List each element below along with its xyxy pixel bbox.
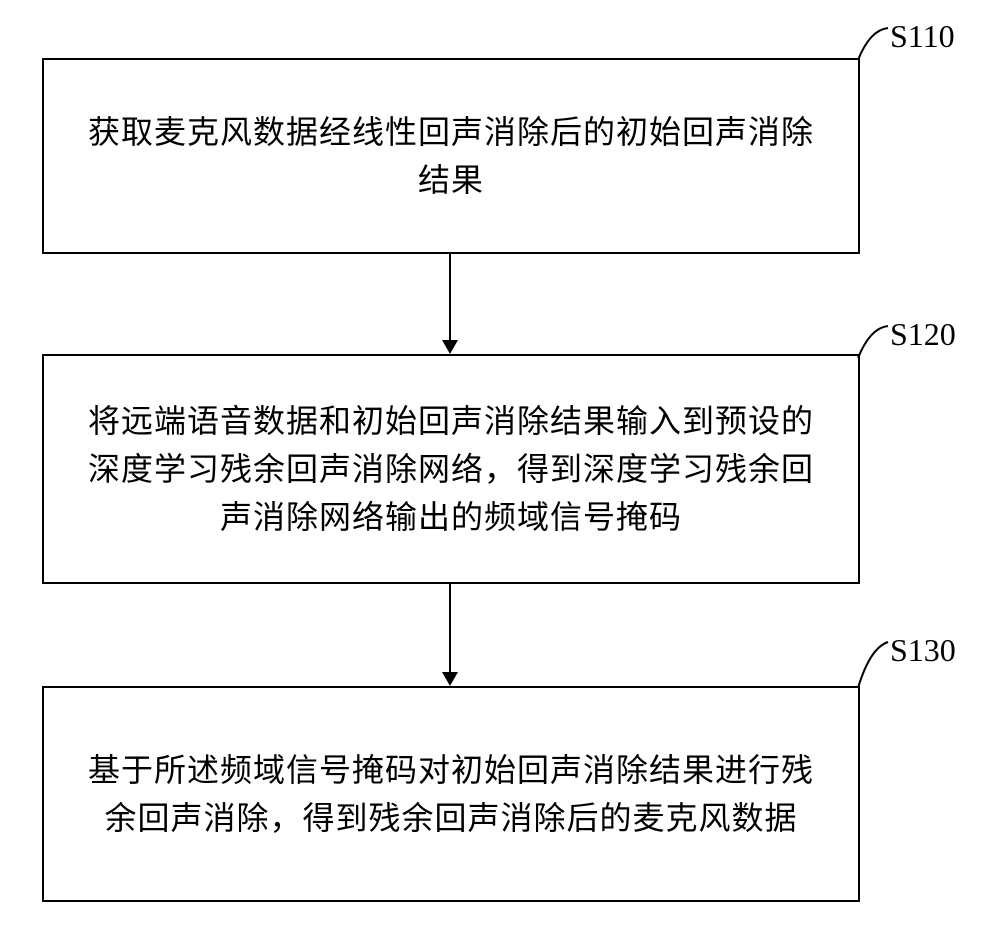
step-box-s130: 基于所述频域信号掩码对初始回声消除结果进行残余回声消除，得到残余回声消除后的麦克… [42, 686, 860, 902]
step-box-s110: 获取麦克风数据经线性回声消除后的初始回声消除结果 [42, 58, 860, 254]
step-label-s120: S120 [890, 316, 956, 353]
step-text-s130: 基于所述频域信号掩码对初始回声消除结果进行残余回声消除，得到残余回声消除后的麦克… [74, 746, 828, 842]
step-text-s110: 获取麦克风数据经线性回声消除后的初始回声消除结果 [74, 108, 828, 204]
step-label-s110: S110 [890, 18, 955, 55]
flowchart-container: 获取麦克风数据经线性回声消除后的初始回声消除结果 S110 将远端语音数据和初始… [0, 0, 1000, 933]
step-text-s120: 将远端语音数据和初始回声消除结果输入到预设的深度学习残余回声消除网络，得到深度学… [74, 397, 828, 541]
step-label-s130: S130 [890, 632, 956, 669]
step-box-s120: 将远端语音数据和初始回声消除结果输入到预设的深度学习残余回声消除网络，得到深度学… [42, 354, 860, 584]
